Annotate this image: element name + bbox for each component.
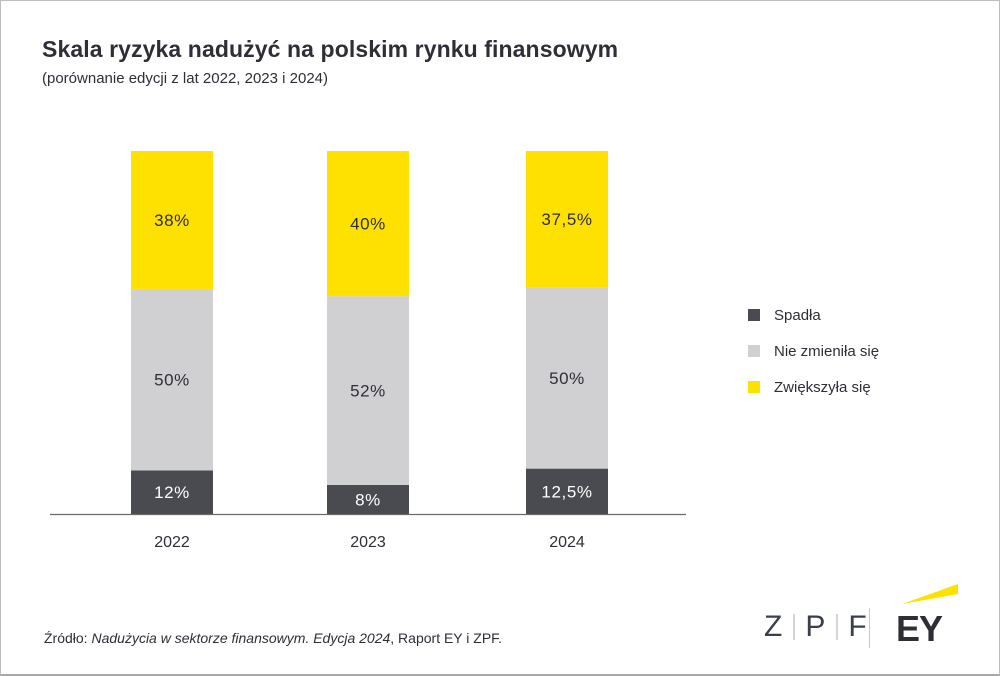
zpf-divider	[836, 614, 839, 640]
bar-2022-nie-zmieniła-się	[131, 288, 213, 471]
bar-2024-zwiększyła-się	[526, 151, 608, 288]
legend-label-zwiekszyla-sie: Zwiększyła się	[774, 378, 871, 396]
logos: Z P F EY	[756, 582, 966, 652]
legend-swatch-zwiekszyla-sie	[748, 381, 760, 393]
bar-2024-nie-zmieniła-się	[526, 287, 608, 469]
x-tick-label-2023: 2023	[350, 534, 386, 551]
zpf-letter-z: Z	[764, 610, 784, 643]
x-tick-label-2022: 2022	[154, 534, 190, 551]
logo-divider	[869, 608, 870, 648]
legend-label-spadla: Spadła	[774, 306, 821, 324]
legend-swatch-spadla	[748, 309, 760, 321]
bar-2023-nie-zmieniła-się	[327, 296, 409, 485]
zpf-divider	[793, 614, 796, 640]
bar-2023-zwiększyła-się	[327, 151, 409, 297]
zpf-letter-p: P	[805, 610, 827, 643]
legend-swatch-nie-zmienila-sie	[748, 345, 760, 357]
zpf-logo: Z P F	[764, 610, 868, 644]
ey-beam-icon	[902, 584, 958, 604]
data-label-2024-zwiększyła-się: 37,5%	[541, 210, 592, 229]
data-label-2023-nie-zmieniła-się: 52%	[350, 382, 386, 401]
data-label-2024-nie-zmieniła-się: 50%	[549, 369, 585, 388]
stacked-bar-chart: 12% 50% 38% 2022 8% 52% 40% 2023 12,5% 50% 37,5% 20…	[50, 151, 686, 551]
data-label-2022-zwiększyła-się: 38%	[154, 211, 190, 230]
bar-2023-spadła	[327, 484, 409, 514]
chart-subtitle: (porównanie edycji z lat 2022, 2023 i 20…	[42, 70, 329, 87]
data-label-2022-nie-zmieniła-się: 50%	[154, 371, 190, 390]
data-label-2023-zwiększyła-się: 40%	[350, 215, 386, 234]
x-tick-label-2024: 2024	[549, 534, 585, 551]
data-label-2022-spadła: 12%	[154, 483, 190, 502]
source-suffix: , Raport EY i ZPF.	[390, 630, 503, 646]
ey-logo: EY	[896, 608, 943, 649]
bar-2024-spadła	[526, 468, 608, 514]
data-label-2023-spadła: 8%	[355, 490, 381, 509]
legend: Spadła Nie zmieniła się Zwiększyła się	[748, 306, 879, 414]
chart-title: Skala ryzyka nadużyć na polskim rynku fi…	[42, 36, 619, 62]
data-label-2024-spadła: 12,5%	[541, 482, 592, 501]
source-prefix: Źródło:	[44, 630, 92, 646]
legend-label-nie-zmienila-sie: Nie zmieniła się	[774, 342, 880, 360]
source-title: Nadużycia w sektorze finansowym. Edycja …	[91, 630, 391, 646]
source-note: Źródło: Nadużycia w sektorze finansowym.…	[44, 630, 502, 646]
legend-item-spadla: Spadła	[748, 306, 879, 324]
bar-2022-zwiększyła-się	[131, 151, 213, 289]
legend-item-zwiekszyla-sie: Zwiększyła się	[748, 378, 879, 396]
legend-item-nie-zmienila-sie: Nie zmieniła się	[748, 342, 879, 360]
bar-2022-spadła	[131, 470, 213, 514]
zpf-letter-f: F	[848, 610, 868, 643]
